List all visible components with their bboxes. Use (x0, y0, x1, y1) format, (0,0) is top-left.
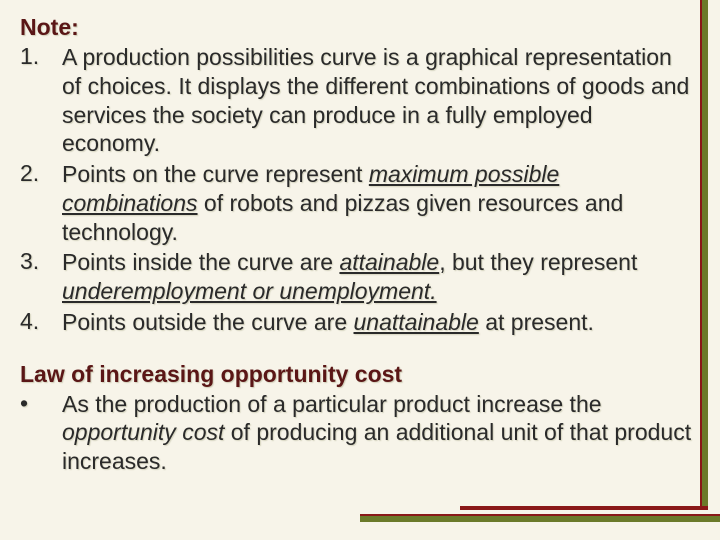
emphasis: underemployment or unemployment. (62, 278, 437, 304)
emphasis: unattainable (354, 309, 479, 335)
note-heading: Note: (20, 14, 692, 41)
list-text: Points outside the curve are unattainabl… (62, 308, 594, 337)
list-item: 4. Points outside the curve are unattain… (20, 308, 692, 337)
emphasis-italic: opportunity cost (62, 419, 224, 445)
list-text: A production possibilities curve is a gr… (62, 43, 692, 158)
list-text: Points inside the curve are attainable, … (62, 248, 692, 306)
emphasis: attainable (339, 249, 439, 275)
list-number: 3. (20, 248, 62, 306)
list-text: As the production of a particular produc… (62, 390, 692, 476)
law-section: Law of increasing opportunity cost • As … (20, 361, 692, 476)
decorative-border-right (700, 0, 708, 510)
list-item: • As the production of a particular prod… (20, 390, 692, 476)
decorative-border-accent (460, 506, 708, 510)
list-item: 2. Points on the curve represent maximum… (20, 160, 692, 246)
list-number: 1. (20, 43, 62, 158)
bullet-icon: • (20, 390, 62, 476)
law-heading: Law of increasing opportunity cost (20, 361, 692, 388)
list-number: 2. (20, 160, 62, 246)
list-number: 4. (20, 308, 62, 337)
list-item: 1. A production possibilities curve is a… (20, 43, 692, 158)
slide-content: Note: 1. A production possibilities curv… (0, 0, 720, 488)
list-item: 3. Points inside the curve are attainabl… (20, 248, 692, 306)
list-text: Points on the curve represent maximum po… (62, 160, 692, 246)
decorative-border-bottom (360, 514, 720, 522)
